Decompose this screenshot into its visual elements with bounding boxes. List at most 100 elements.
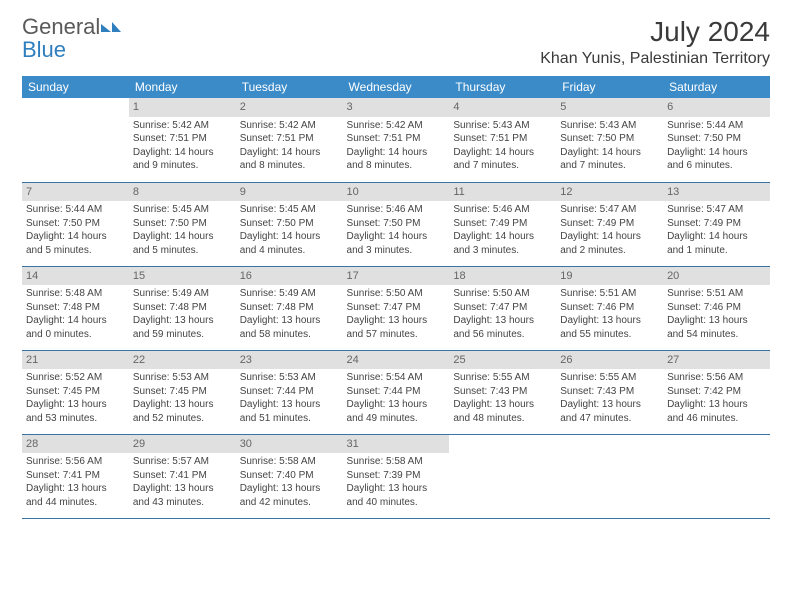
calendar-cell: 23Sunrise: 5:53 AMSunset: 7:44 PMDayligh… bbox=[236, 350, 343, 434]
sunset-line: Sunset: 7:46 PM bbox=[667, 301, 766, 315]
daylight-line: Daylight: 14 hours and 9 minutes. bbox=[133, 146, 232, 173]
sunrise-line: Sunrise: 5:47 AM bbox=[667, 203, 766, 217]
calendar-row: 1Sunrise: 5:42 AMSunset: 7:51 PMDaylight… bbox=[22, 98, 770, 182]
daylight-line: Daylight: 13 hours and 46 minutes. bbox=[667, 398, 766, 425]
calendar-cell: 21Sunrise: 5:52 AMSunset: 7:45 PMDayligh… bbox=[22, 350, 129, 434]
sunset-line: Sunset: 7:50 PM bbox=[133, 217, 232, 231]
day-number: 31 bbox=[343, 435, 450, 454]
calendar-cell: 20Sunrise: 5:51 AMSunset: 7:46 PMDayligh… bbox=[663, 266, 770, 350]
day-number: 6 bbox=[663, 98, 770, 117]
day-number: 2 bbox=[236, 98, 343, 117]
sunrise-line: Sunrise: 5:48 AM bbox=[26, 287, 125, 301]
calendar-cell bbox=[556, 434, 663, 518]
daylight-line: Daylight: 13 hours and 52 minutes. bbox=[133, 398, 232, 425]
sunrise-line: Sunrise: 5:55 AM bbox=[453, 371, 552, 385]
day-number: 9 bbox=[236, 183, 343, 202]
daylight-line: Daylight: 13 hours and 44 minutes. bbox=[26, 482, 125, 509]
daylight-line: Daylight: 13 hours and 58 minutes. bbox=[240, 314, 339, 341]
calendar-row: 14Sunrise: 5:48 AMSunset: 7:48 PMDayligh… bbox=[22, 266, 770, 350]
sunset-line: Sunset: 7:48 PM bbox=[26, 301, 125, 315]
sunset-line: Sunset: 7:50 PM bbox=[240, 217, 339, 231]
sunset-line: Sunset: 7:47 PM bbox=[453, 301, 552, 315]
sunset-line: Sunset: 7:48 PM bbox=[133, 301, 232, 315]
sunrise-line: Sunrise: 5:58 AM bbox=[347, 455, 446, 469]
day-number: 21 bbox=[22, 351, 129, 370]
weekday-header: Saturday bbox=[663, 76, 770, 98]
sunset-line: Sunset: 7:51 PM bbox=[347, 132, 446, 146]
sunset-line: Sunset: 7:51 PM bbox=[133, 132, 232, 146]
daylight-line: Daylight: 14 hours and 3 minutes. bbox=[347, 230, 446, 257]
daylight-line: Daylight: 13 hours and 48 minutes. bbox=[453, 398, 552, 425]
day-number: 7 bbox=[22, 183, 129, 202]
sunrise-line: Sunrise: 5:52 AM bbox=[26, 371, 125, 385]
sunset-line: Sunset: 7:43 PM bbox=[560, 385, 659, 399]
sunrise-line: Sunrise: 5:57 AM bbox=[133, 455, 232, 469]
calendar-cell: 7Sunrise: 5:44 AMSunset: 7:50 PMDaylight… bbox=[22, 182, 129, 266]
weekday-header: Monday bbox=[129, 76, 236, 98]
calendar-cell: 19Sunrise: 5:51 AMSunset: 7:46 PMDayligh… bbox=[556, 266, 663, 350]
calendar-cell bbox=[449, 434, 556, 518]
sunset-line: Sunset: 7:46 PM bbox=[560, 301, 659, 315]
header: General Blue July 2024 Khan Yunis, Pales… bbox=[22, 16, 770, 68]
daylight-line: Daylight: 13 hours and 55 minutes. bbox=[560, 314, 659, 341]
sunset-line: Sunset: 7:48 PM bbox=[240, 301, 339, 315]
sunrise-line: Sunrise: 5:54 AM bbox=[347, 371, 446, 385]
daylight-line: Daylight: 13 hours and 51 minutes. bbox=[240, 398, 339, 425]
title-block: July 2024 Khan Yunis, Palestinian Territ… bbox=[540, 16, 770, 68]
day-number: 23 bbox=[236, 351, 343, 370]
sunrise-line: Sunrise: 5:56 AM bbox=[667, 371, 766, 385]
calendar-cell: 27Sunrise: 5:56 AMSunset: 7:42 PMDayligh… bbox=[663, 350, 770, 434]
daylight-line: Daylight: 13 hours and 47 minutes. bbox=[560, 398, 659, 425]
sunrise-line: Sunrise: 5:53 AM bbox=[133, 371, 232, 385]
daylight-line: Daylight: 13 hours and 53 minutes. bbox=[26, 398, 125, 425]
day-number: 1 bbox=[129, 98, 236, 117]
calendar-cell: 1Sunrise: 5:42 AMSunset: 7:51 PMDaylight… bbox=[129, 98, 236, 182]
daylight-line: Daylight: 13 hours and 49 minutes. bbox=[347, 398, 446, 425]
calendar-cell bbox=[663, 434, 770, 518]
daylight-line: Daylight: 14 hours and 6 minutes. bbox=[667, 146, 766, 173]
sunrise-line: Sunrise: 5:51 AM bbox=[667, 287, 766, 301]
sunrise-line: Sunrise: 5:50 AM bbox=[347, 287, 446, 301]
sunrise-line: Sunrise: 5:44 AM bbox=[667, 119, 766, 133]
day-number: 14 bbox=[22, 267, 129, 286]
sunset-line: Sunset: 7:50 PM bbox=[667, 132, 766, 146]
calendar-row: 28Sunrise: 5:56 AMSunset: 7:41 PMDayligh… bbox=[22, 434, 770, 518]
sunset-line: Sunset: 7:40 PM bbox=[240, 469, 339, 483]
sunrise-line: Sunrise: 5:47 AM bbox=[560, 203, 659, 217]
weekday-header: Thursday bbox=[449, 76, 556, 98]
daylight-line: Daylight: 13 hours and 43 minutes. bbox=[133, 482, 232, 509]
calendar-cell: 18Sunrise: 5:50 AMSunset: 7:47 PMDayligh… bbox=[449, 266, 556, 350]
calendar-cell: 15Sunrise: 5:49 AMSunset: 7:48 PMDayligh… bbox=[129, 266, 236, 350]
sunset-line: Sunset: 7:50 PM bbox=[347, 217, 446, 231]
weekday-header: Sunday bbox=[22, 76, 129, 98]
sunrise-line: Sunrise: 5:50 AM bbox=[453, 287, 552, 301]
calendar-row: 21Sunrise: 5:52 AMSunset: 7:45 PMDayligh… bbox=[22, 350, 770, 434]
sunset-line: Sunset: 7:50 PM bbox=[560, 132, 659, 146]
calendar-cell: 12Sunrise: 5:47 AMSunset: 7:49 PMDayligh… bbox=[556, 182, 663, 266]
calendar-cell: 8Sunrise: 5:45 AMSunset: 7:50 PMDaylight… bbox=[129, 182, 236, 266]
sunrise-line: Sunrise: 5:45 AM bbox=[240, 203, 339, 217]
daylight-line: Daylight: 14 hours and 3 minutes. bbox=[453, 230, 552, 257]
weekday-header: Friday bbox=[556, 76, 663, 98]
calendar-cell: 11Sunrise: 5:46 AMSunset: 7:49 PMDayligh… bbox=[449, 182, 556, 266]
calendar-cell: 17Sunrise: 5:50 AMSunset: 7:47 PMDayligh… bbox=[343, 266, 450, 350]
logo-flag-icon bbox=[101, 20, 121, 39]
calendar-cell: 14Sunrise: 5:48 AMSunset: 7:48 PMDayligh… bbox=[22, 266, 129, 350]
sunrise-line: Sunrise: 5:42 AM bbox=[347, 119, 446, 133]
sunrise-line: Sunrise: 5:51 AM bbox=[560, 287, 659, 301]
logo-word1: General bbox=[22, 14, 100, 39]
sunrise-line: Sunrise: 5:43 AM bbox=[453, 119, 552, 133]
sunset-line: Sunset: 7:41 PM bbox=[133, 469, 232, 483]
calendar-head: SundayMondayTuesdayWednesdayThursdayFrid… bbox=[22, 76, 770, 98]
daylight-line: Daylight: 13 hours and 40 minutes. bbox=[347, 482, 446, 509]
daylight-line: Daylight: 14 hours and 5 minutes. bbox=[26, 230, 125, 257]
weekday-header: Wednesday bbox=[343, 76, 450, 98]
calendar-cell bbox=[22, 98, 129, 182]
daylight-line: Daylight: 13 hours and 54 minutes. bbox=[667, 314, 766, 341]
sunrise-line: Sunrise: 5:42 AM bbox=[240, 119, 339, 133]
sunrise-line: Sunrise: 5:55 AM bbox=[560, 371, 659, 385]
sunset-line: Sunset: 7:51 PM bbox=[453, 132, 552, 146]
day-number: 28 bbox=[22, 435, 129, 454]
sunrise-line: Sunrise: 5:44 AM bbox=[26, 203, 125, 217]
calendar-cell: 9Sunrise: 5:45 AMSunset: 7:50 PMDaylight… bbox=[236, 182, 343, 266]
